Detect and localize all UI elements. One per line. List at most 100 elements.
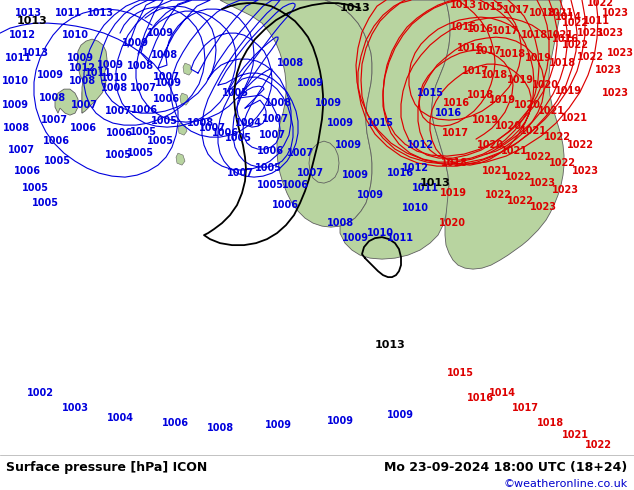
Text: 1015: 1015: [477, 2, 503, 12]
Text: 1013: 1013: [420, 178, 450, 188]
Text: 1013: 1013: [22, 48, 48, 58]
Text: 1009: 1009: [342, 170, 368, 180]
Text: 1008: 1008: [276, 58, 304, 68]
Text: 1009: 1009: [387, 410, 413, 420]
Text: 1005: 1005: [257, 180, 283, 190]
Text: 1004: 1004: [107, 413, 134, 423]
Text: 1011: 1011: [4, 53, 32, 63]
Text: 1023: 1023: [607, 48, 633, 58]
Text: 1005: 1005: [224, 133, 252, 143]
Text: 1023: 1023: [552, 185, 578, 195]
Text: 1023: 1023: [595, 65, 621, 75]
Text: 1009: 1009: [335, 140, 361, 150]
Text: 1012: 1012: [8, 30, 36, 40]
Text: 1006: 1006: [13, 166, 41, 176]
Text: 1021: 1021: [560, 113, 588, 123]
Text: 1021: 1021: [547, 8, 574, 18]
Polygon shape: [180, 93, 189, 105]
Text: 1013: 1013: [15, 8, 41, 18]
Text: 1007: 1007: [259, 130, 285, 140]
Polygon shape: [55, 89, 78, 115]
Text: 1016: 1016: [434, 108, 462, 118]
Text: 1004: 1004: [235, 118, 261, 128]
Text: 1022: 1022: [543, 132, 571, 142]
Text: 1021: 1021: [500, 146, 527, 156]
Text: 1023: 1023: [602, 88, 628, 98]
Text: 1020: 1020: [477, 140, 503, 150]
Text: 1017: 1017: [512, 403, 538, 413]
Text: 1011: 1011: [55, 8, 82, 18]
Text: 1008: 1008: [207, 423, 233, 433]
Text: 1007: 1007: [198, 123, 226, 133]
Polygon shape: [183, 63, 192, 75]
Text: 1012: 1012: [401, 163, 429, 173]
Text: 1018: 1018: [500, 49, 527, 59]
Text: 1016: 1016: [467, 24, 493, 34]
Text: 1009: 1009: [1, 100, 29, 110]
Text: 1022: 1022: [567, 140, 593, 150]
Polygon shape: [432, 0, 564, 269]
Polygon shape: [325, 0, 450, 259]
Text: 1009: 1009: [37, 70, 63, 80]
Text: 1006: 1006: [131, 105, 157, 115]
Text: 1015: 1015: [446, 368, 474, 378]
Text: 1018: 1018: [548, 58, 576, 68]
Text: 1011: 1011: [84, 68, 112, 78]
Text: 1002: 1002: [27, 388, 53, 398]
Text: 1008: 1008: [126, 61, 153, 71]
Text: 1018: 1018: [467, 90, 493, 100]
Text: 1008: 1008: [101, 83, 129, 93]
Text: 1013: 1013: [86, 8, 113, 18]
Text: 1010: 1010: [1, 76, 29, 86]
Text: 1005: 1005: [129, 127, 157, 137]
Text: 1007: 1007: [70, 100, 98, 110]
Text: 1018: 1018: [441, 158, 467, 168]
Text: 1008: 1008: [264, 98, 292, 108]
Text: 1019: 1019: [472, 115, 498, 125]
Text: 1014: 1014: [489, 388, 515, 398]
Text: 1018: 1018: [528, 8, 555, 18]
Text: 1009: 1009: [297, 78, 323, 88]
Text: 1008: 1008: [3, 123, 30, 133]
Text: 1019: 1019: [439, 188, 467, 198]
Text: 1007: 1007: [287, 148, 313, 158]
Text: 1017: 1017: [462, 66, 489, 76]
Text: 1009: 1009: [314, 98, 342, 108]
Text: 1007: 1007: [297, 168, 323, 178]
Text: 1006: 1006: [257, 146, 283, 156]
Text: 1012: 1012: [68, 63, 96, 73]
Text: 1010: 1010: [101, 73, 127, 83]
Text: 1013: 1013: [16, 16, 48, 26]
Text: 1022: 1022: [586, 0, 614, 8]
Text: 1005: 1005: [44, 156, 70, 166]
Text: 1023: 1023: [529, 202, 557, 212]
Text: 1021: 1021: [481, 166, 508, 176]
Text: 1015: 1015: [450, 22, 477, 32]
Polygon shape: [178, 123, 187, 135]
Text: 1005: 1005: [221, 88, 249, 98]
Text: 1006: 1006: [42, 136, 70, 146]
Text: 1021: 1021: [562, 430, 588, 440]
Text: 1021: 1021: [538, 106, 564, 116]
Text: 1023: 1023: [602, 8, 628, 18]
Text: 1009: 1009: [264, 420, 292, 430]
Text: 1020: 1020: [439, 218, 465, 228]
Text: 1005: 1005: [22, 183, 48, 193]
Text: 1010: 1010: [61, 30, 89, 40]
Text: 1005: 1005: [105, 150, 131, 160]
Text: 1005: 1005: [254, 163, 281, 173]
Text: 1019: 1019: [507, 75, 533, 85]
Polygon shape: [220, 0, 372, 227]
Text: 1008: 1008: [150, 50, 178, 60]
Text: 1009: 1009: [327, 118, 354, 128]
Text: 1010: 1010: [366, 228, 394, 238]
Text: 1007: 1007: [153, 72, 179, 82]
Text: 1005: 1005: [150, 116, 178, 126]
Text: 1009: 1009: [342, 233, 368, 243]
Text: 1018: 1018: [521, 30, 548, 40]
Text: 1022: 1022: [524, 152, 552, 162]
Text: 1017: 1017: [491, 26, 519, 36]
Text: 1013: 1013: [450, 0, 477, 10]
Text: 1008: 1008: [39, 93, 65, 103]
Text: 1005: 1005: [146, 136, 174, 146]
